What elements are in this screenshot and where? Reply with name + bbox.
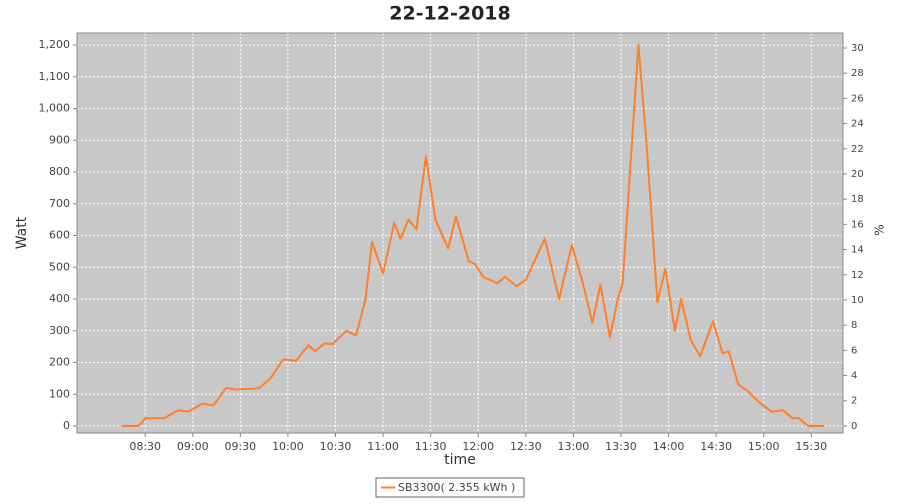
y2-tick-label: 24 xyxy=(851,119,864,130)
series-line xyxy=(121,44,824,427)
y2-tick-label: 4 xyxy=(851,371,857,382)
x-tick-label: 13:00 xyxy=(558,440,590,453)
y-tick-label: 500 xyxy=(49,260,70,273)
y-tick-label: 600 xyxy=(49,229,70,242)
y2-tick-label: 14 xyxy=(851,245,864,256)
x-tick-label: 12:00 xyxy=(462,440,494,453)
y-tick-label: 200 xyxy=(49,356,70,369)
y2-axis-label: % xyxy=(873,224,887,235)
y2-tick-label: 30 xyxy=(851,43,864,54)
y-tick-label: 400 xyxy=(49,292,70,305)
y-tick-label: 1,100 xyxy=(39,70,71,83)
x-tick-label: 15:00 xyxy=(748,440,780,453)
x-tick-label: 11:30 xyxy=(415,440,447,453)
y2-tick-label: 12 xyxy=(851,270,864,281)
y2-tick-label: 16 xyxy=(851,219,864,230)
y2-tick-label: 6 xyxy=(851,345,857,356)
y-tick-label: 800 xyxy=(49,165,70,178)
x-tick-label: 09:30 xyxy=(224,440,256,453)
y-tick-label: 1,200 xyxy=(39,38,71,51)
y2-tick-label: 20 xyxy=(851,169,864,180)
y-tick-label: 0 xyxy=(63,419,70,432)
y2-tick-label: 22 xyxy=(851,144,864,155)
x-tick-label: 14:00 xyxy=(653,440,685,453)
x-tick-label: 10:30 xyxy=(320,440,352,453)
y2-tick-label: 26 xyxy=(851,93,864,104)
legend-label: SB3300( 2.355 kWh ) xyxy=(398,481,515,494)
y2-tick-label: 10 xyxy=(851,295,864,306)
y2-tick-label: 18 xyxy=(851,194,864,205)
y2-tick-label: 2 xyxy=(851,396,857,407)
plot-border xyxy=(76,32,844,434)
x-tick-label: 15:30 xyxy=(795,440,827,453)
y2-tick-label: 8 xyxy=(851,320,857,331)
legend xyxy=(375,477,525,498)
x-axis-label: time xyxy=(444,452,476,468)
x-tick-label: 09:00 xyxy=(177,440,209,453)
x-tick-label: 08:30 xyxy=(129,440,161,453)
x-tick-label: 10:00 xyxy=(272,440,304,453)
y-tick-label: 300 xyxy=(49,324,70,337)
x-tick-label: 14:30 xyxy=(700,440,732,453)
y-axis-label: Watt xyxy=(14,216,30,249)
y-tick-label: 1,000 xyxy=(39,102,71,115)
y2-tick-label: 0 xyxy=(851,421,857,432)
chart-title: 22-12-2018 xyxy=(389,3,511,25)
x-tick-label: 11:00 xyxy=(367,440,399,453)
x-tick-label: 12:30 xyxy=(510,440,542,453)
y2-tick-label: 28 xyxy=(851,68,864,79)
y-tick-label: 900 xyxy=(49,133,70,146)
x-tick-label: 13:30 xyxy=(605,440,637,453)
y-tick-label: 700 xyxy=(49,197,70,210)
y-tick-label: 100 xyxy=(49,387,70,400)
